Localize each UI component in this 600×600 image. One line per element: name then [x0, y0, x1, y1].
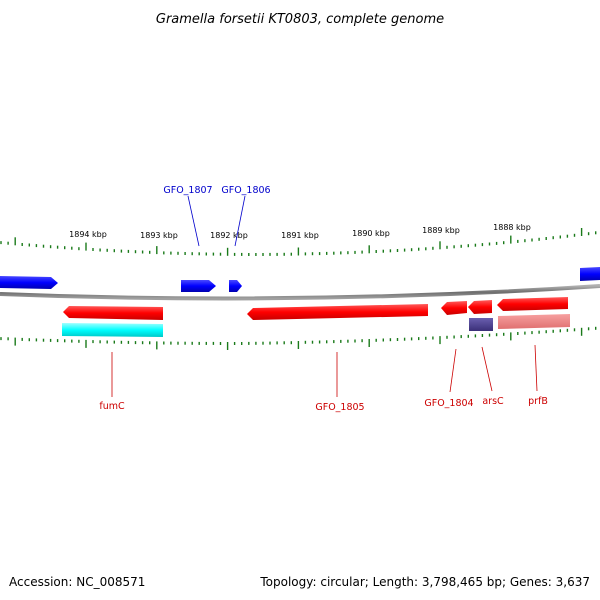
scale-label: 1893 kbp: [140, 231, 178, 240]
scale-label: 1894 kbp: [69, 230, 107, 239]
scale-label: 1889 kbp: [422, 226, 460, 235]
gene-arrow-forward-edge[interactable]: [580, 267, 600, 281]
gene-arrow-prfb[interactable]: [497, 297, 568, 311]
gene-label-gfo1807[interactable]: GFO_1807: [163, 185, 212, 196]
topology-text: Topology: circular; Length: 3,798,465 bp…: [259, 575, 590, 589]
scale-ticks-outer: [0, 228, 597, 256]
leader-line: [449, 348, 457, 393]
gene-arrow-gfo1804[interactable]: [441, 301, 467, 315]
gene-arrow-forward[interactable]: [0, 276, 58, 289]
feature-bar-cyan[interactable]: [62, 323, 163, 337]
leader-line: [234, 195, 246, 247]
gene-arrow-arsc[interactable]: [468, 300, 492, 314]
gene-label-arsc[interactable]: arsC: [482, 396, 504, 407]
gene-label-gfo1806[interactable]: GFO_1806: [221, 185, 270, 196]
leader-line: [187, 195, 200, 247]
scale-label: 1891 kbp: [281, 231, 319, 240]
gene-arrow-gfo1805[interactable]: [247, 304, 428, 320]
reverse-strand-genes: [63, 297, 568, 320]
feature-bar-pink[interactable]: [498, 314, 570, 329]
gene-label-fumc[interactable]: fumC: [99, 401, 125, 412]
reverse-gene-labels: fumC GFO_1805 GFO_1804 arsC prfB: [99, 344, 548, 413]
feature-bars: [62, 314, 570, 337]
gene-arrow-gfo1806[interactable]: [229, 280, 242, 292]
genome-backbone: [0, 284, 600, 301]
map-title: Gramella forsetii KT0803, complete genom…: [156, 12, 444, 27]
leader-line: [481, 346, 493, 392]
scale-label: 1888 kbp: [493, 223, 531, 232]
scale-label: 1892 kbp: [210, 231, 248, 240]
forward-gene-labels: GFO_1807 GFO_1806: [163, 185, 271, 247]
leader-line: [534, 344, 538, 392]
gene-label-gfo1804[interactable]: GFO_1804: [424, 398, 473, 409]
feature-bar-purple[interactable]: [469, 318, 493, 331]
scale-label: 1890 kbp: [352, 229, 390, 238]
forward-strand-genes: [0, 267, 600, 292]
accession-text: Accession: NC_008571: [9, 575, 145, 589]
gene-arrow-gfo1807[interactable]: [181, 280, 216, 292]
gene-label-prfb[interactable]: prfB: [528, 396, 548, 407]
scale-ticks-inner: [0, 326, 597, 350]
scale-labels: 1894 kbp 1893 kbp 1892 kbp 1891 kbp 1890…: [69, 223, 531, 240]
gene-label-gfo1805[interactable]: GFO_1805: [315, 402, 364, 413]
gene-arrow-fumc[interactable]: [63, 306, 163, 320]
